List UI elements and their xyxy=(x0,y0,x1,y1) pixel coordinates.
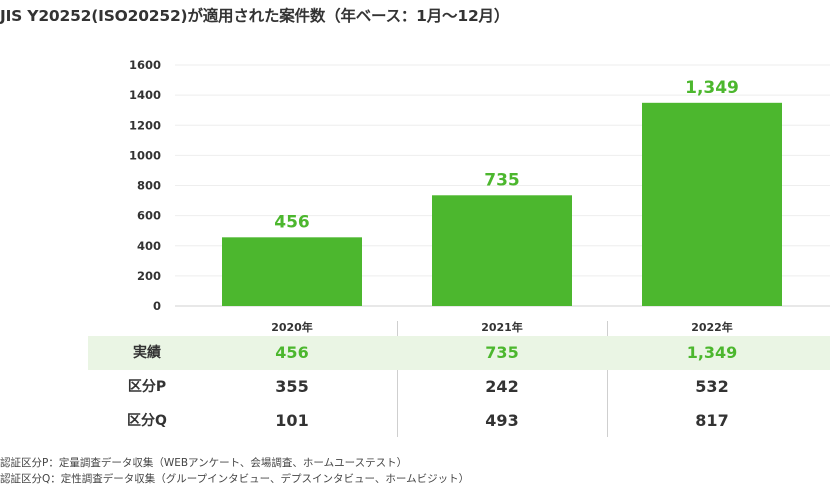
year-label-2022: 2022年 xyxy=(691,321,733,334)
bar-2020年 xyxy=(222,237,362,306)
row-label: 区分Q xyxy=(127,413,167,429)
year-label-2021: 2021年 xyxy=(481,321,523,334)
bar-value-label: 456 xyxy=(274,212,310,232)
table-cell: 456 xyxy=(275,343,309,362)
table-cell: 355 xyxy=(275,377,309,396)
table-cell: 817 xyxy=(695,411,729,430)
table-cell: 101 xyxy=(275,411,309,430)
y-tick-label: 600 xyxy=(137,209,161,223)
y-tick-label: 1000 xyxy=(129,148,161,162)
footnote-category-p: 認証区分P：定量調査データ収集（WEBアンケート、会場調査、ホームユーステスト） xyxy=(0,457,408,469)
y-tick-label: 0 xyxy=(153,299,161,313)
column-divider xyxy=(607,321,608,437)
bar-chart: 0 200 400 600 800 1000 1200 1400 1600 456 735 1,34… xyxy=(129,58,830,313)
row-label: 区分P xyxy=(127,379,167,395)
table-row-category-p: 区分P 355 242 532 xyxy=(88,370,830,404)
footnote-category-q: 認証区分Q：定性調査データ収集（グループインタビュー、デプスインタビュー、ホーム… xyxy=(0,473,470,485)
table-cell: 1,349 xyxy=(686,343,738,362)
chart-title: JIS Y20252(ISO20252)が適用された案件数（年ベース：1月〜12… xyxy=(0,7,510,25)
y-tick-label: 1200 xyxy=(129,118,161,132)
bar-2021年 xyxy=(432,195,572,306)
y-tick-label: 800 xyxy=(137,179,161,193)
row-label: 実績 xyxy=(133,345,161,361)
table-cell: 493 xyxy=(485,411,519,430)
table-row-category-q: 区分Q 101 493 817 xyxy=(88,404,830,438)
table-cell: 532 xyxy=(695,377,729,396)
table-cell: 735 xyxy=(485,343,519,362)
bar-value-label: 1,349 xyxy=(685,78,739,98)
column-divider xyxy=(397,321,398,437)
y-tick-label: 200 xyxy=(137,269,161,283)
table-cell: 242 xyxy=(485,377,519,396)
bar-2022年 xyxy=(642,102,782,306)
bar-value-label: 735 xyxy=(484,170,520,190)
table-row-actual: 実績 456 735 1,349 xyxy=(88,336,830,370)
year-label-2020: 2020年 xyxy=(271,321,313,334)
y-tick-label: 1400 xyxy=(129,88,161,102)
y-tick-label: 1600 xyxy=(129,58,161,72)
y-tick-label: 400 xyxy=(137,239,161,253)
